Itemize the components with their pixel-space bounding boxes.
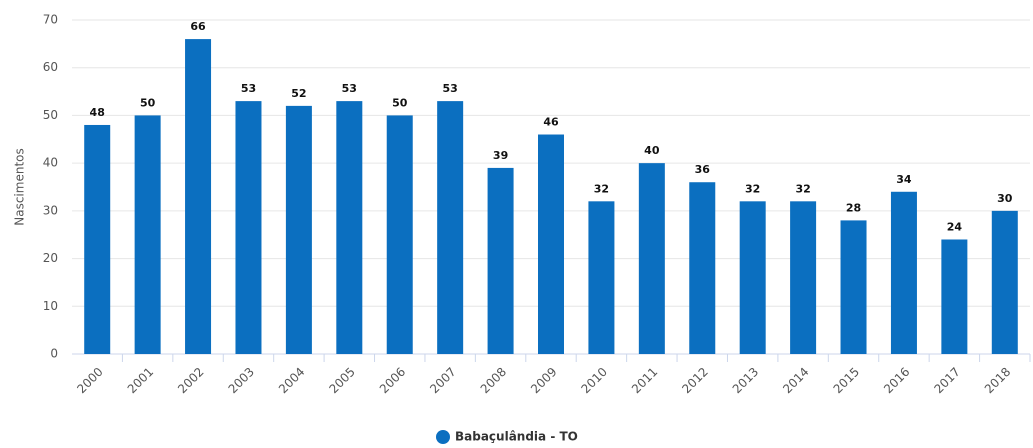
data-label: 39 (493, 149, 508, 162)
y-tick-label: 20 (43, 251, 58, 265)
data-label: 40 (644, 144, 660, 157)
bar (386, 115, 413, 354)
bar (840, 220, 867, 354)
bar (285, 105, 312, 354)
data-label: 24 (947, 220, 963, 233)
data-label: 52 (291, 87, 306, 100)
bar (991, 210, 1018, 354)
y-tick-label: 0 (50, 347, 58, 361)
x-tick-label: 2006 (377, 365, 408, 396)
x-tick-label: 2004 (276, 365, 307, 396)
data-label: 46 (543, 116, 559, 129)
y-tick-label: 50 (43, 108, 58, 122)
data-label: 36 (695, 163, 711, 176)
bar (588, 201, 615, 354)
bar (134, 115, 161, 354)
x-tick-label: 2007 (427, 365, 458, 396)
bar (336, 101, 363, 354)
data-label: 53 (241, 82, 256, 95)
bar (84, 124, 111, 354)
data-label: 30 (997, 192, 1013, 205)
data-label: 53 (443, 82, 458, 95)
x-tick-label: 2017 (931, 365, 962, 396)
bar (689, 182, 716, 354)
y-tick-label: 60 (43, 60, 58, 74)
x-tick-label: 2008 (478, 365, 509, 396)
data-label: 50 (140, 96, 156, 109)
y-axis-label: Nascimentos (13, 148, 27, 226)
data-label: 32 (745, 182, 760, 195)
legend-label: Babaçulândia - TO (455, 430, 578, 444)
x-tick-label: 2003 (226, 365, 257, 396)
bar (235, 101, 262, 354)
x-tick-label: 2015 (831, 365, 862, 396)
y-tick-label: 40 (43, 156, 58, 170)
bar (739, 201, 766, 354)
data-label: 34 (896, 173, 912, 186)
x-tick-label: 2018 (982, 365, 1013, 396)
x-tick-label: 2014 (780, 365, 811, 396)
bar (185, 39, 212, 354)
y-tick-label: 10 (43, 299, 58, 313)
x-tick-label: 2001 (125, 365, 156, 396)
data-label: 66 (190, 20, 206, 33)
x-tick-label: 2005 (326, 365, 357, 396)
x-tick-label: 2009 (528, 365, 559, 396)
x-tick-label: 2010 (579, 365, 610, 396)
x-tick-label: 2013 (730, 365, 761, 396)
bar (437, 101, 464, 354)
x-tick-label: 2012 (679, 365, 710, 396)
data-label: 48 (90, 106, 105, 119)
x-tick-label: 2002 (175, 365, 206, 396)
bar (941, 239, 968, 354)
data-label: 53 (342, 82, 357, 95)
data-label: 28 (846, 201, 861, 214)
bar (890, 191, 917, 354)
legend-marker (436, 430, 450, 444)
x-tick-label: 2011 (629, 365, 660, 396)
bar (538, 134, 564, 354)
y-tick-label: 30 (43, 203, 58, 217)
bar (790, 201, 817, 354)
data-label: 32 (594, 182, 609, 195)
data-label: 50 (392, 96, 408, 109)
bar (487, 167, 514, 354)
x-tick-label: 2016 (881, 365, 912, 396)
bar (638, 163, 665, 354)
x-tick-label: 2000 (74, 365, 105, 396)
y-tick-label: 70 (43, 13, 58, 27)
data-label: 32 (795, 182, 810, 195)
